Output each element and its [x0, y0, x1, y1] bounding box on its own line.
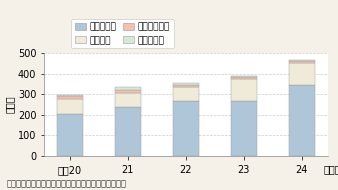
Bar — [57, 97, 83, 99]
Bar — [173, 87, 199, 101]
Text: 注：無理心中、出産直後の殺人及び遺棄を含まない。: 注：無理心中、出産直後の殺人及び遺棄を含まない。 — [7, 179, 127, 188]
Text: （年）: （年） — [324, 165, 338, 175]
Bar — [57, 99, 83, 114]
Bar — [57, 95, 83, 97]
Bar — [173, 85, 199, 87]
Bar — [231, 76, 257, 77]
Y-axis label: （件）: （件） — [5, 96, 15, 113]
Bar — [173, 101, 199, 156]
Bar — [231, 79, 257, 101]
Bar — [115, 87, 141, 89]
Bar — [231, 77, 257, 79]
Bar — [289, 61, 315, 63]
Bar — [289, 60, 315, 61]
Bar — [115, 89, 141, 93]
Legend: 身体的虐待, 性的虐待, 怠慢又は拒否, 心理的虐待: 身体的虐待, 性的虐待, 怠慢又は拒否, 心理的虐待 — [71, 19, 174, 48]
Bar — [231, 101, 257, 156]
Bar — [289, 63, 315, 85]
Bar — [57, 114, 83, 156]
Bar — [289, 85, 315, 156]
Bar — [173, 83, 199, 85]
Bar — [115, 93, 141, 107]
Bar — [115, 107, 141, 156]
